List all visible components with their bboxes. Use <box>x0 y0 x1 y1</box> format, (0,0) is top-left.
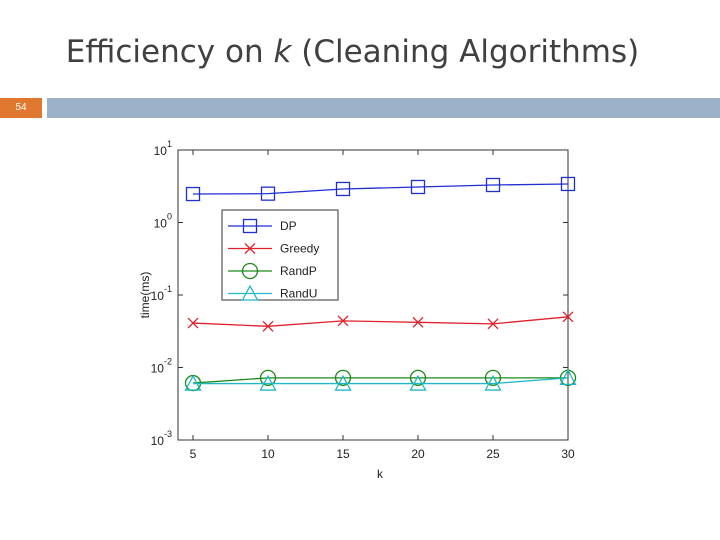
y-tick-label: 10-2 <box>151 357 172 376</box>
y-axis-label: time(ms) <box>138 272 152 319</box>
marker <box>334 374 352 391</box>
x-axis-label: k <box>377 467 384 481</box>
marker <box>487 318 499 330</box>
marker <box>335 181 351 197</box>
marker <box>187 317 199 329</box>
series-line <box>192 377 568 384</box>
marker <box>337 315 349 327</box>
title-text: Efficiency on <box>65 34 274 70</box>
marker <box>244 243 256 254</box>
tick-exponent: -3 <box>164 429 172 439</box>
legend-box <box>221 209 339 301</box>
series-line <box>192 316 569 327</box>
series-line <box>193 377 569 385</box>
x-tick-label: 10 <box>261 447 275 461</box>
marker <box>410 179 426 195</box>
marker <box>484 374 502 391</box>
marker <box>259 374 277 391</box>
tick-base: 10 <box>151 362 165 376</box>
y-tick-label: 10-3 <box>151 429 172 448</box>
marker <box>562 311 574 323</box>
y-tick-label: 10-1 <box>151 284 172 303</box>
marker <box>409 369 427 386</box>
x-tick-label: 20 <box>411 447 425 461</box>
tick-exponent: -2 <box>164 357 172 367</box>
tick-exponent: -1 <box>164 284 172 294</box>
marker <box>242 218 258 234</box>
marker <box>484 369 502 386</box>
x-tick-label: 15 <box>336 447 350 461</box>
tick-base: 10 <box>154 217 168 231</box>
title-italic: k <box>273 34 292 70</box>
marker <box>260 186 276 201</box>
legend-label: RandP <box>280 264 317 278</box>
y-tick-label: 100 <box>154 212 172 231</box>
x-tick-label: 25 <box>486 447 500 461</box>
slide-title: Efficiency on k (Cleaning Algorithms) <box>0 34 705 70</box>
marker <box>241 284 259 301</box>
marker <box>409 374 427 391</box>
x-tick-label: 30 <box>561 447 575 461</box>
legend-label: DP <box>280 219 297 233</box>
marker <box>334 369 352 386</box>
series-line <box>192 183 569 195</box>
marker <box>184 374 202 391</box>
legend-label: RandU <box>280 287 317 301</box>
tick-base: 10 <box>154 144 168 158</box>
marker <box>262 320 274 332</box>
tick-exponent: 0 <box>167 212 172 222</box>
x-tick-label: 5 <box>190 447 197 461</box>
marker <box>241 262 259 280</box>
marker <box>185 186 201 202</box>
marker <box>560 176 576 192</box>
y-tick-label: 101 <box>154 139 172 158</box>
slide-number: 54 <box>0 98 42 118</box>
marker <box>559 368 577 385</box>
legend-label: Greedy <box>280 242 319 256</box>
marker <box>485 177 501 193</box>
tick-exponent: 1 <box>167 139 172 149</box>
marker <box>259 369 277 386</box>
marker <box>412 316 424 328</box>
tick-base: 10 <box>151 434 165 448</box>
title-text: (Cleaning Algorithms) <box>291 34 640 70</box>
header-bar <box>47 98 720 118</box>
tick-base: 10 <box>151 289 165 303</box>
